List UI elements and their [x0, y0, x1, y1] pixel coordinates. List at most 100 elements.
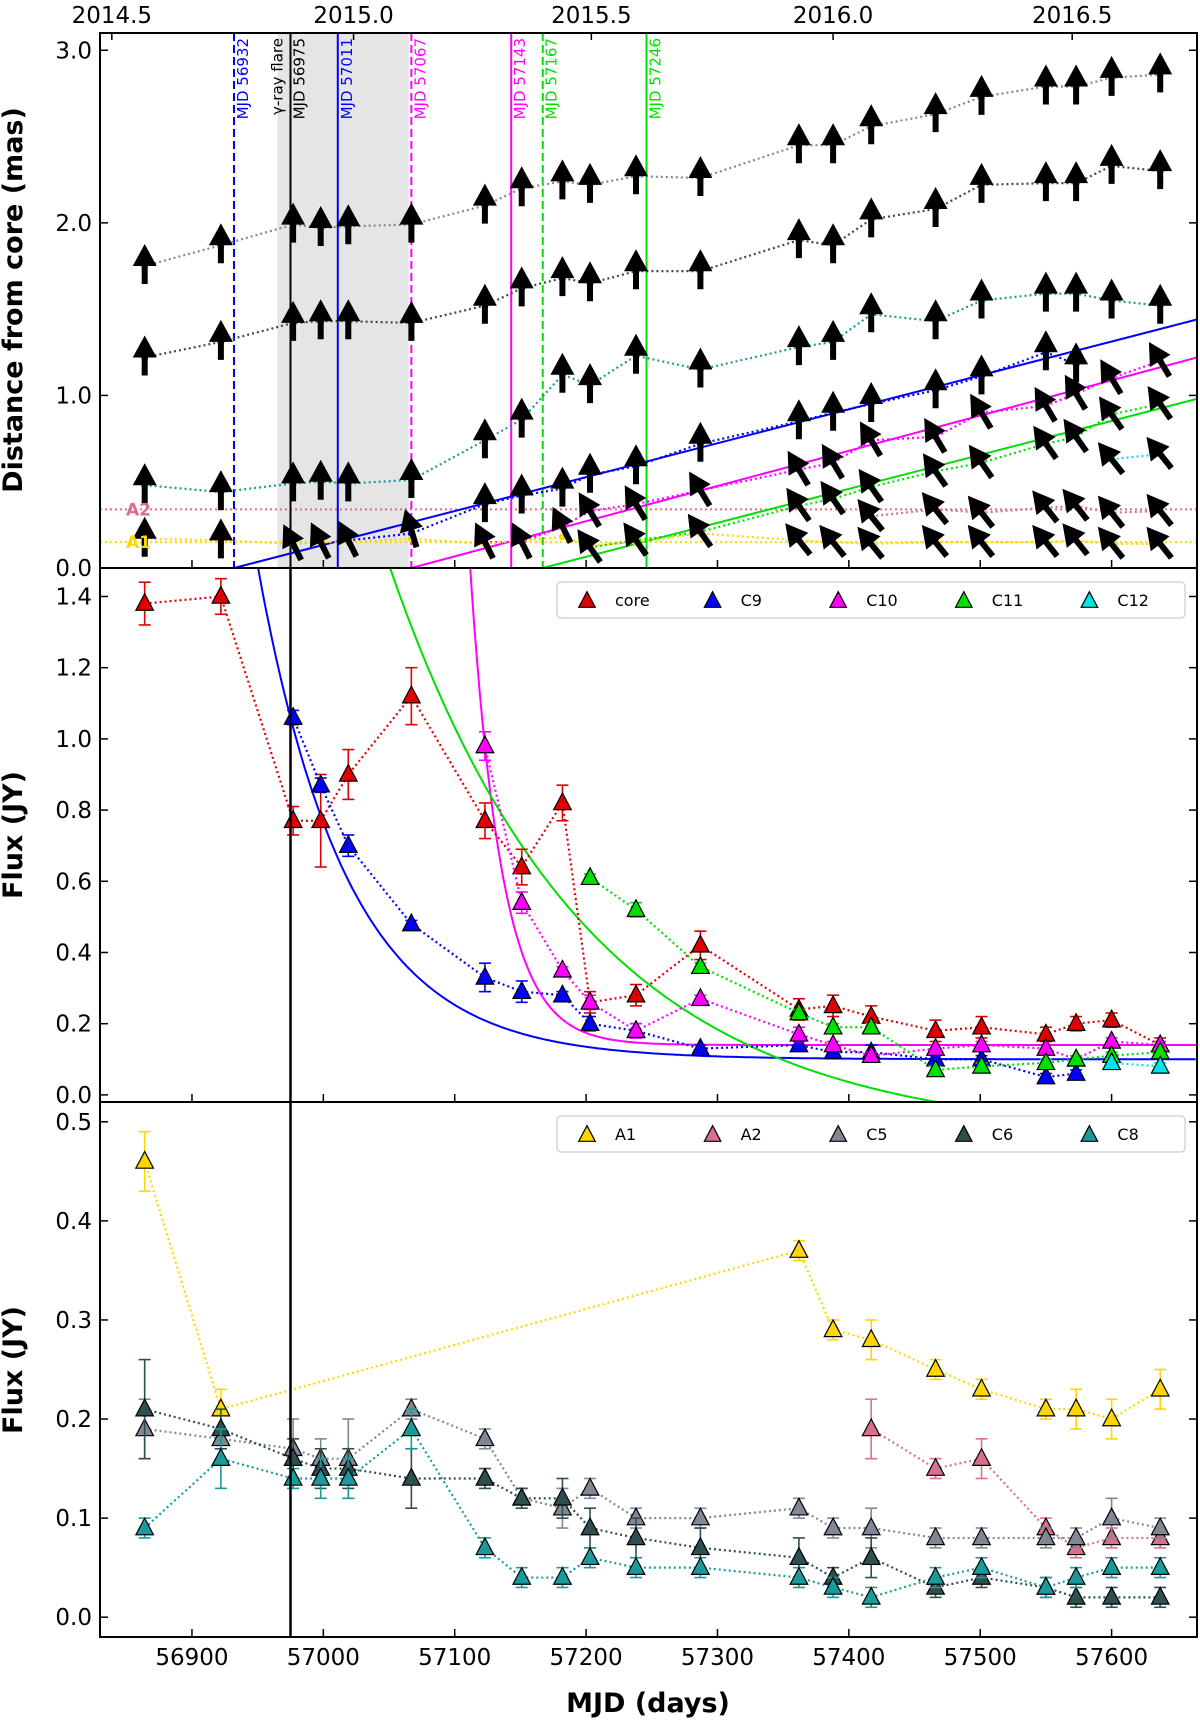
data-point-a1	[134, 1150, 155, 1169]
data-point-c8	[552, 1566, 573, 1585]
legend-label: A2	[741, 1125, 762, 1144]
data-point-core	[134, 592, 155, 611]
outer-frame	[99, 32, 1198, 1638]
motion-arrow	[336, 461, 361, 502]
motion-arrow	[1033, 330, 1058, 371]
x-tick-label: 57600	[1075, 1645, 1148, 1671]
motion-arrow	[859, 292, 884, 333]
data-point-core	[338, 763, 359, 782]
hline-label-a2: A2	[126, 500, 151, 520]
data-point-c6	[475, 1467, 495, 1486]
motion-arrow	[923, 368, 948, 409]
data-point-c6	[690, 1536, 711, 1556]
motion-arrow	[1147, 386, 1173, 421]
legend-label: C8	[1117, 1125, 1138, 1144]
data-point-c8	[1066, 1566, 1086, 1585]
motion-arrow	[1099, 396, 1125, 431]
motion-arrow	[578, 363, 602, 404]
data-point-c9	[338, 834, 359, 854]
motion-arrow	[786, 487, 812, 523]
data-point-c5	[971, 1526, 992, 1546]
motion-arrow	[1097, 526, 1126, 560]
data-point-c9	[1036, 1065, 1056, 1085]
vline-label: MJD 57143	[511, 38, 529, 119]
motion-arrow	[859, 104, 884, 145]
vline-label: MJD 56975	[290, 38, 308, 119]
data-point-c8	[134, 1516, 155, 1536]
motion-arrow	[857, 499, 885, 533]
data-point-c9	[475, 966, 495, 985]
motion-arrow	[308, 459, 333, 500]
motion-arrow	[578, 162, 602, 203]
data-point-c9	[789, 1033, 809, 1053]
legend-marker	[828, 1124, 848, 1142]
vline-label: MJD 57246	[647, 38, 665, 119]
fit-line-c9	[233, 318, 1197, 568]
motion-arrow	[923, 92, 948, 133]
data-point-core	[690, 934, 711, 953]
data-point-c8	[690, 1556, 711, 1575]
motion-arrow	[1064, 161, 1089, 202]
motion-arrow	[820, 480, 846, 516]
data-point-c8	[1101, 1556, 1122, 1575]
y-tick-label: 1.0	[55, 727, 92, 753]
motion-arrow	[821, 123, 846, 164]
motion-arrow	[689, 471, 713, 508]
fit-curve-c9	[257, 568, 1196, 1061]
motion-arrow	[578, 452, 602, 493]
motion-arrow	[132, 244, 157, 284]
motion-arrow	[967, 495, 996, 529]
motion-arrow	[785, 523, 813, 557]
motion-arrow	[1063, 418, 1089, 454]
data-point-c5	[823, 1516, 843, 1536]
data-point-c8	[580, 1546, 600, 1566]
data-point-c9	[401, 912, 422, 932]
motion-arrow	[1064, 374, 1088, 411]
motion-arrow	[1097, 495, 1126, 529]
y-tick-label: 0.2	[55, 1407, 92, 1433]
motion-arrow	[624, 333, 648, 374]
motion-arrow	[1146, 436, 1174, 470]
motion-arrow	[336, 204, 361, 245]
data-point-c8	[626, 1556, 646, 1575]
motion-arrow	[1033, 161, 1058, 202]
data-point-c5	[690, 1506, 711, 1526]
panel-flux-components: 0.0 0.2 0.4 0.6 0.8 1.0 1.2 1.4 Flux (JY) core C9 C…	[0, 568, 1197, 1109]
motion-arrow	[208, 223, 233, 264]
motion-arrow	[819, 524, 847, 558]
x-tick-label: 56900	[155, 1645, 228, 1671]
motion-arrow	[969, 354, 994, 395]
motion-arrow	[923, 299, 948, 340]
motion-arrow	[859, 197, 884, 238]
data-point-c8	[1150, 1556, 1171, 1575]
motion-arrow	[623, 522, 649, 557]
motion-arrow	[577, 529, 603, 564]
motion-arrow	[821, 443, 845, 480]
motion-arrow	[208, 518, 233, 559]
data-point-core	[552, 791, 573, 811]
fit-curve-c11	[389, 568, 943, 1102]
legend-marker	[1080, 590, 1099, 608]
motion-arrow	[281, 202, 306, 243]
vline-label: MJD 56932	[234, 38, 252, 119]
data-point-c11	[971, 1055, 992, 1074]
motion-arrow	[1033, 425, 1059, 461]
vline-label: MJD 57067	[411, 38, 429, 119]
data-point-c10	[925, 1037, 946, 1056]
motion-arrow	[921, 492, 950, 526]
motion-arrow	[924, 418, 948, 454]
data-point-c8	[283, 1467, 303, 1486]
series-line-a1	[143, 1161, 1161, 1421]
data-point-a1	[1036, 1397, 1056, 1417]
data-point-a2	[925, 1457, 946, 1476]
data-point-c10	[789, 1023, 809, 1042]
data-point-c5	[580, 1477, 600, 1496]
motion-arrow	[310, 522, 332, 560]
motion-arrow	[858, 468, 884, 504]
data-point-c11	[925, 1058, 946, 1078]
data-point-c6	[580, 1516, 600, 1536]
motion-arrow	[132, 516, 157, 557]
motion-arrow	[509, 266, 534, 307]
motion-arrow	[859, 421, 883, 458]
motion-arrow	[511, 522, 533, 560]
